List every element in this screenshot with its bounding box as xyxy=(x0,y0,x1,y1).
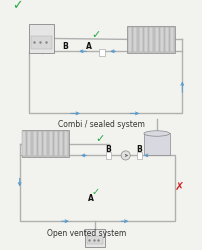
Bar xyxy=(27,131,32,156)
Bar xyxy=(38,131,42,156)
Text: ✓: ✓ xyxy=(92,187,100,197)
Bar xyxy=(22,130,69,157)
Bar xyxy=(87,236,103,244)
Bar xyxy=(165,27,169,52)
Ellipse shape xyxy=(144,131,169,136)
Bar xyxy=(99,48,105,56)
Bar xyxy=(144,134,169,156)
Text: A: A xyxy=(86,42,92,51)
Bar xyxy=(48,131,53,156)
Bar xyxy=(22,131,26,156)
Text: B: B xyxy=(62,42,68,51)
Bar xyxy=(85,228,105,247)
Bar xyxy=(106,152,111,159)
Bar xyxy=(137,152,142,159)
Text: B: B xyxy=(137,146,142,154)
Text: A: A xyxy=(88,194,94,203)
Text: Combi / sealed system: Combi / sealed system xyxy=(58,120,144,129)
Bar xyxy=(160,27,164,52)
Text: ✓: ✓ xyxy=(91,30,100,40)
Bar xyxy=(54,131,58,156)
Bar xyxy=(33,131,37,156)
Bar xyxy=(43,131,47,156)
Bar xyxy=(144,27,148,52)
Text: B: B xyxy=(105,146,111,154)
Bar xyxy=(29,24,54,53)
Bar xyxy=(149,27,153,52)
Bar xyxy=(133,27,137,52)
Text: Open vented system: Open vented system xyxy=(47,230,126,238)
Bar xyxy=(155,27,159,52)
Bar xyxy=(31,36,52,49)
Bar xyxy=(59,131,63,156)
Bar xyxy=(139,27,143,52)
Text: ✓: ✓ xyxy=(95,134,105,144)
Bar xyxy=(29,51,182,114)
Bar xyxy=(170,27,174,52)
Bar xyxy=(127,26,175,53)
Text: ✗: ✗ xyxy=(175,182,184,192)
Circle shape xyxy=(121,151,130,160)
Bar xyxy=(128,27,132,52)
Text: ✓: ✓ xyxy=(13,0,23,12)
Bar xyxy=(20,156,175,221)
Bar xyxy=(64,131,68,156)
